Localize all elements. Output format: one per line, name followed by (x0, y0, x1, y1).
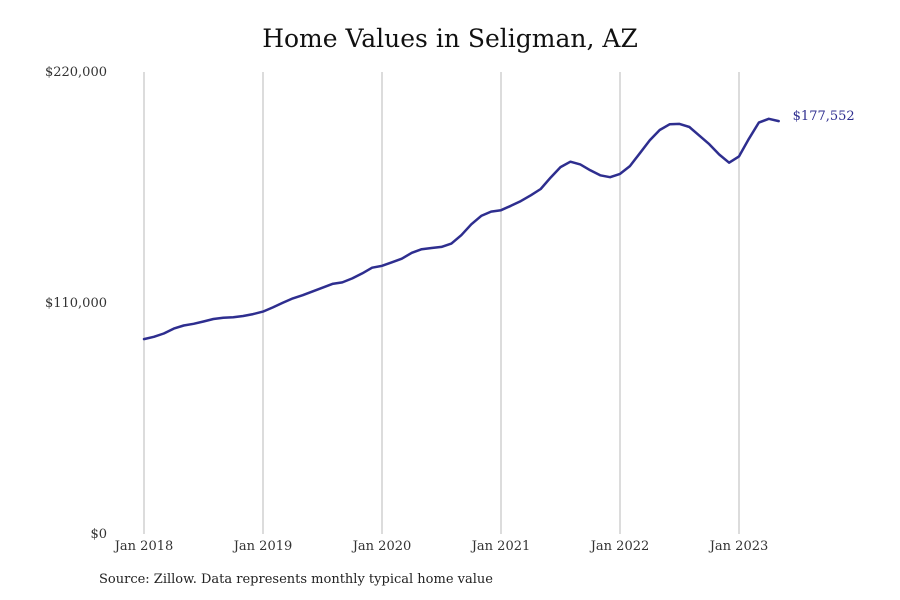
x-tick-label: Jan 2020 (351, 539, 412, 554)
end-value-label: $177,552 (793, 109, 855, 124)
series-line (142, 117, 780, 341)
y-tick-label: $0 (90, 527, 107, 542)
x-tick-label: Jan 2018 (113, 539, 174, 554)
x-tick-label: Jan 2019 (232, 539, 293, 554)
x-tick-label: Jan 2023 (708, 539, 769, 554)
y-tick-label: $110,000 (45, 296, 107, 311)
x-tick-label: Jan 2022 (589, 539, 650, 554)
chart-title: Home Values in Seligman, AZ (262, 24, 638, 53)
source-note: Source: Zillow. Data represents monthly … (99, 572, 493, 587)
y-tick-label: $220,000 (45, 65, 107, 80)
x-tick-label: Jan 2021 (470, 539, 531, 554)
